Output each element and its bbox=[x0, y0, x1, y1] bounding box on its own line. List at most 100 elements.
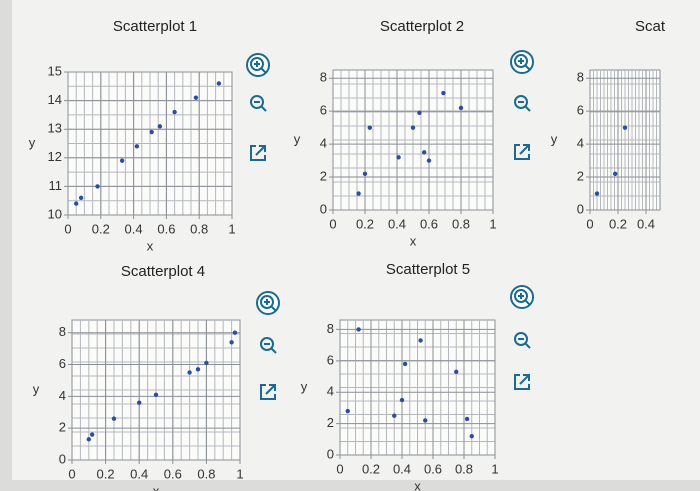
chart-title: Scatterplot 1 bbox=[113, 18, 197, 35]
point bbox=[426, 158, 432, 163]
icon-box bbox=[260, 384, 276, 400]
point bbox=[356, 191, 361, 196]
x-tick-label: 0.6 bbox=[164, 466, 182, 481]
point bbox=[464, 416, 470, 422]
x-tick-label: 0.2 bbox=[92, 221, 110, 236]
icon-popout[interactable] bbox=[260, 384, 276, 400]
point bbox=[95, 184, 100, 189]
x-tick-label: 0.2 bbox=[97, 466, 115, 481]
y-tick-label: 0 bbox=[577, 201, 584, 216]
icon-zoom-out[interactable] bbox=[260, 337, 277, 354]
x-tick-label: 1 bbox=[236, 466, 243, 481]
x-tick-label: 0.4 bbox=[637, 216, 655, 231]
y-tick-label: 6 bbox=[577, 103, 584, 118]
icon-arrow bbox=[255, 145, 266, 156]
icon-lens bbox=[250, 57, 264, 71]
icon-arrow bbox=[519, 144, 530, 155]
icon-arrow bbox=[519, 374, 530, 385]
y-tick-label: 6 bbox=[320, 103, 327, 118]
x-tick-label: 0.2 bbox=[356, 216, 374, 231]
point bbox=[74, 201, 79, 206]
x-tick-label: 0.8 bbox=[197, 466, 215, 481]
point bbox=[86, 437, 92, 442]
point bbox=[469, 433, 474, 439]
point bbox=[454, 369, 459, 375]
icon-zoom-out[interactable] bbox=[514, 95, 531, 112]
chart-title: Scatterplot 2 bbox=[380, 18, 464, 35]
y-tick-label: 6 bbox=[59, 356, 66, 371]
point bbox=[172, 109, 177, 115]
y-tick-label: 8 bbox=[327, 321, 334, 336]
icon-handle bbox=[524, 299, 531, 306]
icon-handle bbox=[270, 305, 277, 312]
icon-popout[interactable] bbox=[514, 374, 530, 390]
point bbox=[402, 361, 408, 367]
y-axis-label: y bbox=[294, 131, 301, 146]
point bbox=[418, 338, 423, 343]
point bbox=[187, 370, 192, 375]
point bbox=[441, 90, 446, 96]
x-tick-label: 0.2 bbox=[609, 216, 627, 231]
x-tick-label: 0.6 bbox=[157, 221, 175, 236]
x-tick-label: 0 bbox=[329, 216, 336, 231]
point bbox=[153, 392, 159, 397]
icon-handle bbox=[524, 342, 531, 349]
icon-zoom-in[interactable] bbox=[256, 291, 280, 315]
icon-box bbox=[514, 374, 530, 390]
icon-box bbox=[250, 145, 266, 161]
chart-title: Scat bbox=[635, 18, 666, 35]
icon-lens bbox=[260, 337, 274, 351]
icon-arrow bbox=[265, 384, 276, 395]
point bbox=[149, 129, 154, 135]
point bbox=[216, 81, 222, 86]
icon-zoom-in[interactable] bbox=[246, 53, 270, 77]
point bbox=[417, 110, 422, 116]
point bbox=[134, 144, 140, 149]
point bbox=[204, 360, 209, 366]
x-tick-label: 0.6 bbox=[424, 461, 442, 476]
x-axis-label: x bbox=[153, 483, 160, 491]
y-tick-label: 11 bbox=[49, 178, 63, 193]
chart-title: Scatterplot 5 bbox=[386, 261, 470, 278]
x-tick-label: 0 bbox=[336, 461, 343, 476]
icon-handle bbox=[270, 347, 277, 354]
y-axis-label: y bbox=[551, 131, 558, 146]
point bbox=[119, 158, 125, 163]
chart-title: Scatterplot 4 bbox=[121, 263, 205, 280]
point bbox=[232, 330, 238, 335]
point bbox=[594, 191, 600, 196]
point bbox=[356, 327, 361, 332]
x-tick-label: 0.4 bbox=[130, 466, 148, 481]
icon-zoom-in[interactable] bbox=[510, 285, 534, 309]
point bbox=[229, 340, 234, 345]
icon-zoom-in[interactable] bbox=[510, 50, 534, 74]
point bbox=[78, 195, 84, 201]
y-tick-label: 4 bbox=[327, 384, 334, 399]
y-tick-label: 4 bbox=[320, 136, 327, 151]
icon-popout[interactable] bbox=[250, 145, 266, 161]
icon-zoom-out[interactable] bbox=[250, 95, 267, 112]
icon-popout[interactable] bbox=[514, 144, 530, 160]
point bbox=[423, 418, 428, 423]
icon-lens bbox=[250, 95, 264, 109]
x-tick-label: 1 bbox=[491, 461, 498, 476]
y-tick-label: 0 bbox=[327, 446, 334, 461]
icon-lens bbox=[514, 332, 528, 346]
y-tick-label: 8 bbox=[59, 324, 66, 339]
point bbox=[399, 397, 405, 403]
point bbox=[392, 413, 397, 418]
point bbox=[137, 400, 142, 405]
icon-zoom-out[interactable] bbox=[514, 332, 531, 349]
y-tick-label: 15 bbox=[48, 63, 62, 78]
icon-lens bbox=[514, 289, 528, 303]
point bbox=[157, 124, 163, 129]
y-tick-label: 4 bbox=[577, 136, 584, 151]
x-tick-label: 0 bbox=[586, 216, 593, 231]
y-tick-label: 2 bbox=[577, 168, 584, 183]
x-tick-label: 0.4 bbox=[393, 461, 411, 476]
x-tick-label: 1 bbox=[228, 221, 235, 236]
point bbox=[396, 155, 401, 160]
x-tick-label: 0.6 bbox=[420, 216, 438, 231]
